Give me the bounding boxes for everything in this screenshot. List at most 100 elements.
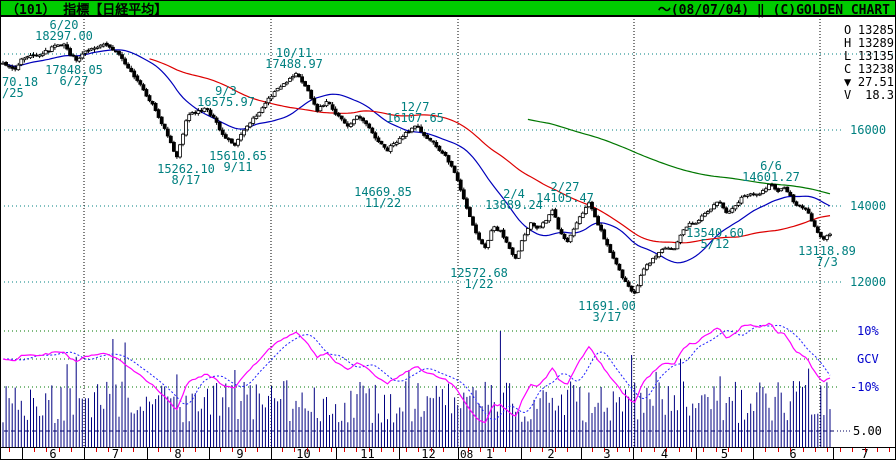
- candle: [443, 151, 448, 156]
- month-separator: [336, 448, 337, 459]
- volume-bar: [87, 398, 89, 447]
- swing-annotation: 12/7 16107.65: [386, 100, 444, 125]
- month-label: [1, 448, 22, 459]
- candle: [367, 123, 372, 129]
- volume-bar: [69, 388, 71, 447]
- candle: [617, 263, 622, 271]
- volume-bar: [435, 385, 437, 447]
- candle: [638, 275, 643, 286]
- volume-bar: [741, 389, 742, 447]
- candle: [13, 67, 18, 70]
- candle: [422, 132, 427, 136]
- candle: [25, 56, 30, 59]
- candle: [138, 80, 143, 85]
- volume-bar: [573, 385, 575, 447]
- candle: [818, 231, 823, 238]
- volume-bar: [600, 387, 602, 447]
- week-tick: [195, 448, 196, 452]
- candle: [65, 44, 69, 50]
- candle: [40, 53, 45, 57]
- volume-bar: [582, 420, 584, 447]
- candle: [736, 202, 741, 206]
- volume-bar: [216, 383, 218, 447]
- volume-bar: [426, 396, 428, 447]
- volume-bar: [561, 394, 562, 447]
- candle: [56, 44, 60, 47]
- candle: [190, 112, 195, 115]
- week-tick: [679, 448, 680, 452]
- candle: [111, 46, 115, 51]
- candle: [761, 190, 765, 194]
- candle: [510, 247, 515, 255]
- volume-bar: [667, 386, 669, 447]
- month-label: 8: [174, 447, 182, 460]
- volume-bar: [518, 411, 520, 447]
- volume-bar: [396, 413, 398, 447]
- candle: [89, 48, 94, 51]
- candle: [419, 126, 424, 133]
- volume-bar: [298, 407, 300, 447]
- volume-bar: [747, 413, 749, 447]
- volume-bar: [564, 415, 565, 447]
- volume-bar: [33, 398, 34, 447]
- volume-bar: [725, 403, 727, 447]
- candle: [388, 145, 393, 152]
- week-tick: [59, 448, 60, 452]
- volume-bar: [789, 401, 791, 447]
- volume-bar: [429, 397, 431, 447]
- candle: [727, 210, 732, 214]
- volume-bar: [780, 392, 782, 447]
- volume-bar: [356, 394, 358, 447]
- week-tick: [778, 448, 779, 452]
- volume-bar: [680, 359, 681, 447]
- candle: [608, 244, 613, 253]
- candle: [34, 54, 39, 57]
- volume-bar: [72, 414, 74, 447]
- candle: [220, 129, 225, 135]
- volume-bar: [81, 398, 83, 447]
- candle: [239, 134, 243, 141]
- month-separator: [147, 448, 148, 459]
- candle: [1, 62, 5, 65]
- volume-bar: [94, 392, 95, 447]
- month-separator: [271, 448, 272, 459]
- volume-bar: [97, 384, 99, 447]
- candle: [339, 115, 344, 120]
- volume-bar: [698, 403, 700, 447]
- volume-bar: [472, 387, 474, 447]
- candle: [815, 226, 820, 233]
- candle: [62, 43, 66, 47]
- week-tick: [790, 448, 791, 452]
- candle: [385, 147, 390, 152]
- volume-bar: [548, 402, 550, 447]
- volume-bar: [332, 413, 334, 447]
- volume-bar: [521, 421, 523, 447]
- candle: [651, 257, 655, 264]
- candle: [620, 269, 625, 279]
- volume-bar: [210, 414, 211, 447]
- candle: [16, 64, 21, 71]
- candle: [471, 216, 475, 226]
- volume-bar: [454, 397, 456, 447]
- candle: [229, 138, 234, 144]
- candle: [648, 262, 652, 266]
- month-label: 6: [789, 447, 797, 460]
- candle: [92, 47, 97, 50]
- volume-bar: [493, 402, 495, 447]
- candle: [211, 114, 216, 118]
- candle: [236, 139, 240, 146]
- candle: [144, 89, 149, 97]
- volume-bar: [692, 403, 694, 447]
- volume-bar: [829, 409, 831, 447]
- candle: [242, 129, 247, 136]
- volume-bar: [481, 406, 483, 447]
- volume-bar: [750, 403, 752, 447]
- week-tick: [220, 448, 221, 452]
- volume-bar: [286, 380, 288, 447]
- volume-bar: [786, 420, 788, 447]
- candle: [535, 225, 539, 229]
- volume-bar: [509, 383, 511, 447]
- volume-bar: [179, 407, 181, 447]
- volume-bar: [811, 414, 813, 447]
- volume-bar: [393, 422, 395, 447]
